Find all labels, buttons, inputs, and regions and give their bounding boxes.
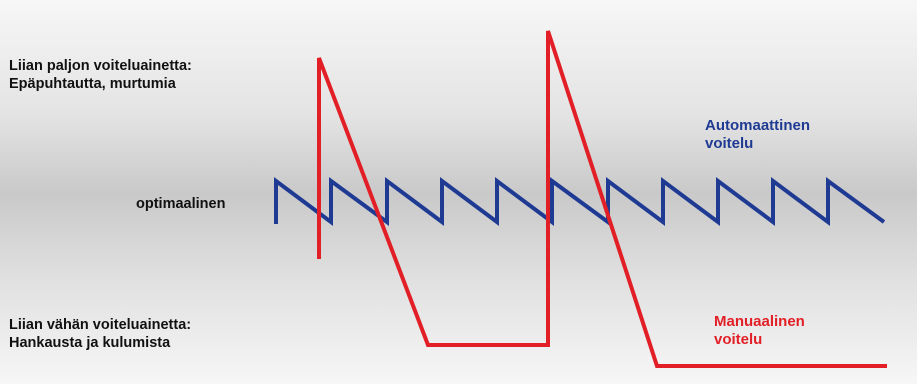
- manual-lubrication-line2: voitelu: [714, 331, 763, 348]
- automatic-lubrication-label: Automaattinen voitelu: [705, 117, 810, 153]
- too-much-lubricant-effect: Epäpuhtautta, murtumia: [9, 76, 176, 92]
- automatic-lubrication-line2: voitelu: [705, 135, 754, 152]
- optimal-level-label: optimaalinen: [136, 196, 226, 212]
- too-little-lubricant-title: Liian vähän voiteluainetta:: [9, 317, 192, 333]
- manual-lubrication-label: Manuaalinen voitelu: [714, 313, 805, 349]
- automatic-lubrication-line1: Automaattinen: [705, 117, 810, 134]
- manual-lubrication-line1: Manuaalinen: [714, 313, 805, 330]
- too-little-lubricant-label: Liian vähän voiteluainetta: Hankausta ja…: [9, 316, 191, 352]
- too-little-lubricant-effect: Hankausta ja kulumista: [9, 335, 171, 351]
- too-much-lubricant-label: Liian paljon voiteluainetta: Epäpuhtautt…: [9, 57, 192, 93]
- too-much-lubricant-title: Liian paljon voiteluainetta:: [9, 58, 192, 74]
- automatic-lubrication-curve: [274, 177, 886, 226]
- manual-lubrication-curve: [317, 30, 887, 368]
